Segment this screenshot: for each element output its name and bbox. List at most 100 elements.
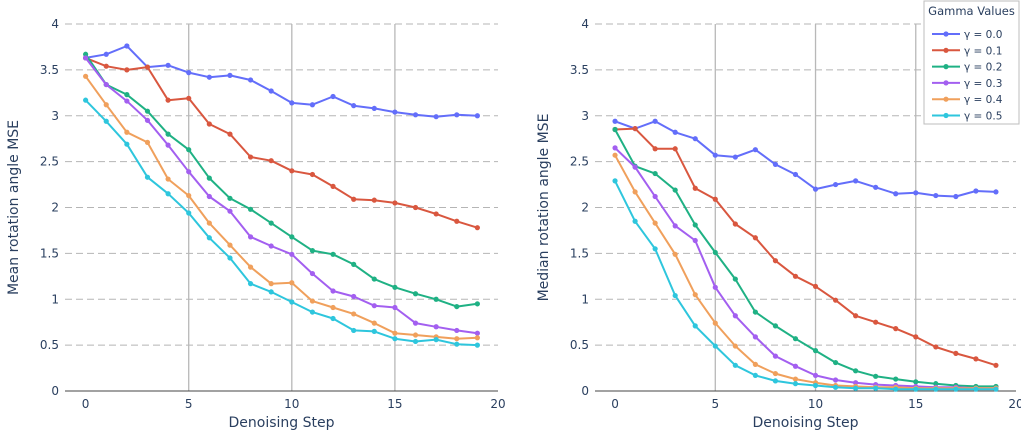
y-axis-title: Mean rotation angle MSE [6, 120, 22, 295]
data-point [412, 320, 419, 326]
data-point [712, 284, 718, 290]
data-point [165, 97, 171, 103]
data-point [652, 146, 658, 152]
data-point [612, 145, 618, 151]
legend-item: γ = 0.0 [932, 29, 1002, 41]
data-point [309, 298, 316, 304]
legend-label: γ = 0.4 [964, 94, 1003, 106]
legend-label: γ = 0.2 [964, 62, 1002, 74]
data-point [371, 197, 377, 203]
data-point [454, 327, 460, 334]
data-point [853, 178, 859, 184]
data-point [672, 292, 678, 299]
series-line [614, 129, 996, 388]
data-point [454, 341, 460, 347]
x-tick-label: 10 [808, 397, 823, 411]
data-point [144, 108, 151, 114]
data-point [351, 261, 357, 267]
data-point [672, 129, 678, 135]
data-point [832, 181, 839, 188]
data-point [206, 74, 212, 80]
series-line [614, 147, 996, 390]
data-point [392, 109, 398, 115]
data-point [392, 336, 398, 342]
data-point [933, 381, 939, 387]
data-point [247, 77, 254, 83]
data-point [913, 190, 919, 196]
data-point [412, 332, 419, 338]
data-point [289, 100, 295, 106]
data-point [772, 353, 779, 359]
legend-label: γ = 0.3 [964, 78, 1002, 90]
series-4 [83, 73, 480, 342]
series-line [84, 57, 478, 335]
data-point [832, 297, 839, 303]
data-point [103, 63, 109, 69]
y-axis-title: Median rotation angle MSE [536, 114, 552, 302]
data-point [732, 221, 738, 227]
data-point [227, 131, 233, 137]
data-point [953, 386, 959, 392]
y-tick-label: 3 [51, 109, 59, 123]
data-point [268, 88, 274, 94]
data-point [752, 372, 758, 379]
data-point [752, 309, 758, 315]
data-point [103, 81, 109, 88]
x-tick-label: 0 [82, 397, 90, 411]
legend-swatch-marker [943, 80, 949, 86]
data-point [289, 299, 295, 305]
data-point [732, 154, 738, 160]
data-point [371, 276, 377, 282]
data-point [124, 141, 130, 147]
data-point [953, 350, 959, 356]
data-point [752, 147, 758, 153]
data-point [309, 309, 316, 315]
data-point [268, 220, 274, 226]
y-tick-label: 0.5 [40, 338, 59, 352]
data-point [227, 72, 233, 78]
data-point [612, 178, 618, 184]
data-point [371, 320, 377, 326]
data-point [973, 188, 979, 194]
series-2 [612, 126, 999, 390]
data-point [454, 218, 460, 224]
data-point [632, 125, 638, 132]
legend-item: γ = 0.2 [932, 62, 1002, 74]
data-point [330, 183, 336, 189]
data-point [371, 328, 377, 334]
data-point [392, 330, 398, 336]
data-point [144, 174, 151, 180]
data-point [474, 225, 480, 231]
data-point [933, 344, 939, 350]
data-point [124, 129, 130, 135]
data-point [186, 169, 192, 175]
data-point [692, 237, 698, 244]
legend-item: γ = 0.5 [932, 111, 1002, 123]
data-point [632, 164, 638, 170]
data-point [124, 67, 130, 73]
data-point [144, 64, 151, 70]
series-1 [83, 55, 480, 231]
y-tick-label: 1 [51, 292, 59, 306]
data-point [792, 381, 799, 387]
y-tick-label: 2.5 [570, 155, 589, 169]
data-point [227, 208, 233, 214]
legend-swatch-marker [943, 112, 949, 119]
data-point [893, 376, 899, 382]
data-point [652, 193, 658, 200]
y-tick-label: 4 [581, 17, 589, 31]
data-point [732, 276, 738, 282]
data-point [247, 234, 254, 240]
data-point [933, 386, 939, 392]
data-point [772, 258, 779, 264]
data-point [732, 362, 738, 368]
legend-item: γ = 0.4 [932, 94, 1003, 106]
series-line [614, 154, 996, 390]
data-point [289, 280, 295, 286]
legend-label: γ = 0.1 [964, 45, 1002, 57]
data-point [351, 293, 357, 300]
series-line [85, 56, 478, 229]
data-point [873, 184, 879, 190]
data-point [832, 384, 839, 390]
data-point [412, 291, 419, 297]
